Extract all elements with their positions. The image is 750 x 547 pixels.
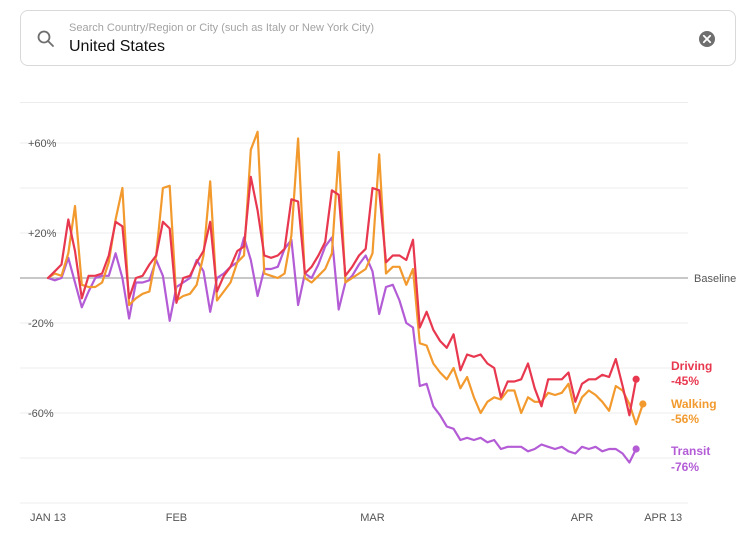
- y-tick-label: +20%: [28, 228, 57, 240]
- series-value-driving: -45%: [671, 374, 699, 388]
- x-tick-label: FEB: [166, 512, 187, 524]
- series-value-walking: -56%: [671, 412, 699, 426]
- x-tick-label: APR 13: [644, 512, 682, 524]
- x-tick-label: APR: [571, 512, 594, 524]
- series-label-transit: Transit: [671, 444, 710, 458]
- x-tick-label: JAN 13: [30, 512, 66, 524]
- clear-icon[interactable]: [698, 30, 716, 48]
- search-input[interactable]: United States: [69, 38, 166, 55]
- y-tick-label: -20%: [28, 318, 54, 330]
- end-point-transit: [632, 445, 640, 453]
- search-icon: [37, 30, 54, 47]
- end-point-walking: [639, 400, 647, 408]
- search-placeholder: Search Country/Region or City (such as I…: [69, 22, 375, 34]
- series-value-transit: -76%: [671, 460, 699, 474]
- baseline-label: Baseline: [694, 273, 736, 285]
- end-point-driving: [632, 375, 640, 383]
- search-box[interactable]: Search Country/Region or City (such as I…: [20, 10, 736, 66]
- x-tick-label: MAR: [360, 512, 385, 524]
- series-line-driving: [46, 175, 638, 417]
- y-tick-label: -60%: [28, 408, 54, 420]
- series-line-transit: [46, 236, 638, 464]
- series-label-walking: Walking: [671, 397, 717, 411]
- series-label-driving: Driving: [671, 359, 712, 373]
- y-tick-label: +60%: [28, 138, 57, 150]
